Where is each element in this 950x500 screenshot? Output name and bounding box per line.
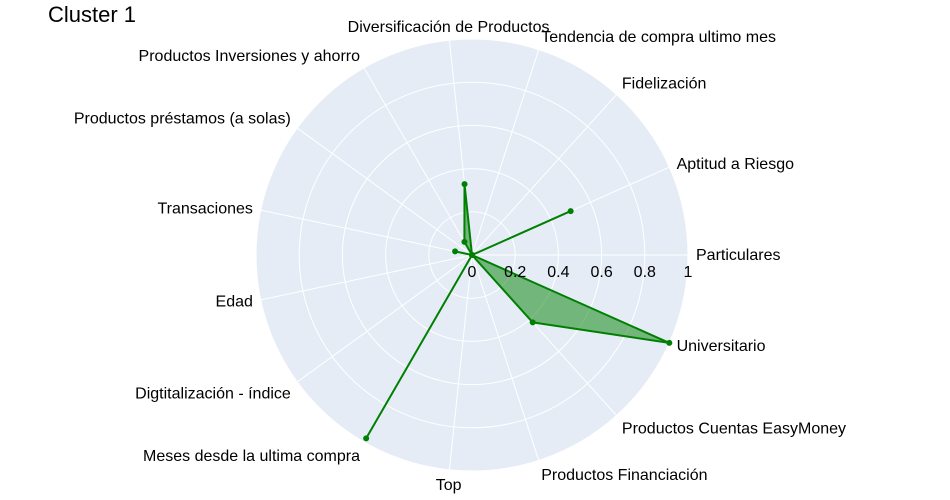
category-label: Productos Inversiones y ahorro [139,48,361,65]
category-label: Top [436,477,462,494]
chart-title: Cluster 1 [48,2,136,27]
radial-tick-label: 0.8 [634,264,656,281]
data-point [567,208,574,215]
radial-tick-label: 1 [684,264,693,281]
category-label: Universitario [677,338,766,355]
category-label: Diversificación de Productos [348,19,550,36]
radial-tick-label: 0.2 [504,264,526,281]
data-point [452,248,459,255]
category-label: Productos préstamos (a solas) [74,110,291,127]
category-label: Meses desde la ultima compra [143,448,360,465]
data-point [461,238,468,245]
category-label: Digtitalización - índice [135,386,291,403]
angular-grid-line [471,94,617,256]
angular-grid-line [296,254,473,383]
angular-grid-line [363,67,473,256]
category-label: Fidelización [622,76,706,93]
angular-grid-line [260,254,473,301]
angular-grid-line [471,49,540,256]
angular-grid-line [260,209,473,256]
category-label: Aptitud a Riesgo [677,156,795,173]
category-label: Particulares [696,247,780,264]
radial-tick-label: 0.4 [547,264,569,281]
data-point [666,339,673,346]
data-point [469,252,475,258]
angular-grid-line [296,127,473,256]
category-label: Transaciones [157,200,252,217]
category-label: Tendencia de compra ultimo mes [541,29,776,46]
data-point [461,181,468,188]
category-label: Productos Financiación [541,467,707,484]
data-point [363,435,370,442]
data-point [529,319,536,326]
category-label: Productos Cuentas EasyMoney [622,421,846,438]
angular-grid-line [448,254,473,470]
radial-tick-label: 0.6 [590,264,612,281]
radial-tick-label: 0 [468,264,477,281]
angular-grid-line [471,254,540,461]
category-label: Edad [216,294,253,311]
